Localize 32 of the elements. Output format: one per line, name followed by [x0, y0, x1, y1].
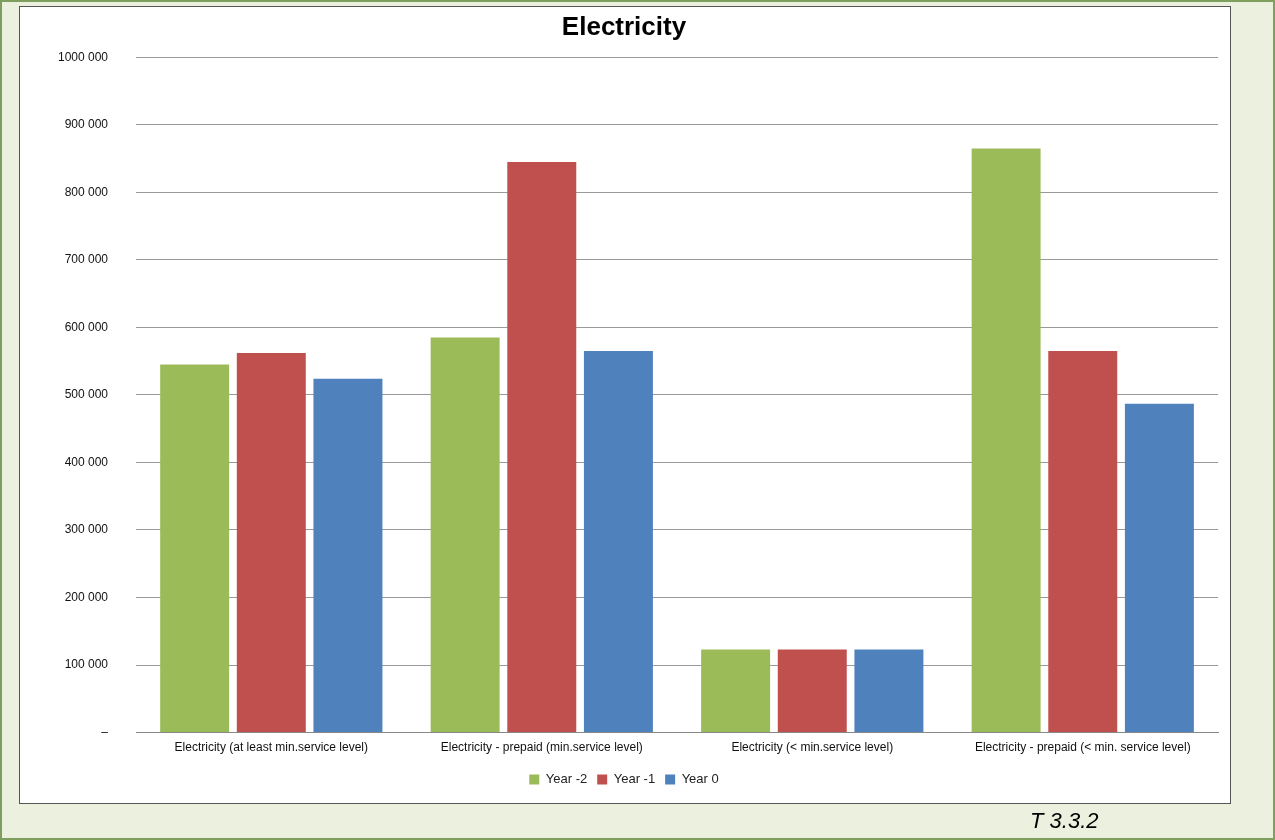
x-tick-label: Electricity - prepaid (< min. service level): [974, 740, 1191, 755]
bar: [430, 337, 500, 733]
y-tick-label: –: [101, 724, 109, 739]
bar: [777, 649, 847, 733]
text: T 3.3.2: [1030, 808, 1099, 834]
y-tick-label: 700 000: [64, 252, 109, 267]
y-tick-label: 500 000: [64, 387, 109, 402]
y-tick-label: 1000 000: [57, 49, 109, 64]
legend-label: Year -1: [613, 771, 656, 787]
y-tick-label: 900 000: [64, 117, 109, 132]
y-tick-label: 200 000: [64, 589, 109, 604]
bar: [971, 148, 1041, 733]
bar: [507, 161, 577, 733]
chart-title: Electricity: [561, 10, 687, 41]
y-tick-label: 100 000: [64, 657, 109, 672]
x-tick-label: Electricity - prepaid (min.service level): [440, 740, 643, 755]
y-tick-label: 800 000: [64, 184, 109, 199]
y-tick-label: 400 000: [64, 454, 109, 469]
bar: [854, 649, 924, 733]
bar: [160, 364, 230, 733]
x-tick-label: Electricity (< min.service level): [731, 740, 894, 755]
bar: [313, 378, 383, 733]
legend-label: Year -2: [545, 771, 588, 787]
y-tick-label: 300 000: [64, 522, 109, 537]
bar: [1048, 351, 1118, 733]
bar: [701, 649, 771, 733]
bar: [583, 351, 653, 733]
bar: [1124, 403, 1194, 733]
bar: [236, 353, 306, 733]
y-tick-label: 600 000: [64, 319, 109, 334]
legend-label: Year 0: [681, 771, 719, 787]
x-tick-label: Electricity (at least min.service level): [174, 740, 368, 755]
